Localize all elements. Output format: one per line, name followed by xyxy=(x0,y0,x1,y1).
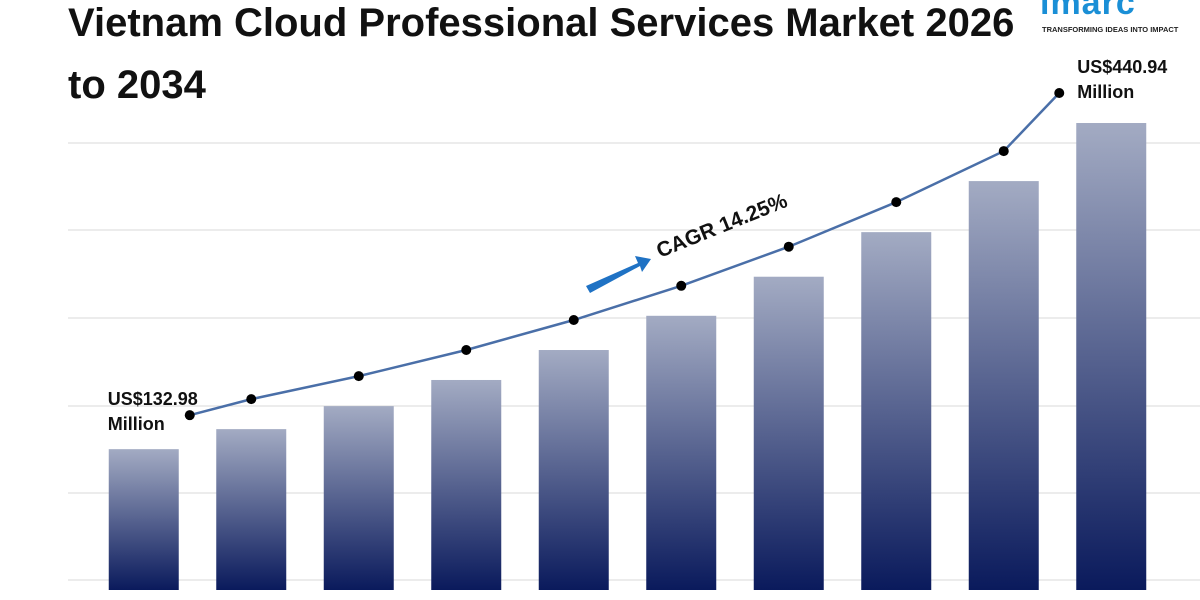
bar xyxy=(646,315,717,590)
bar xyxy=(538,350,609,590)
value-label: US$132.98 Million xyxy=(107,389,198,435)
trend-point xyxy=(1054,88,1065,98)
value-label: US$440.94 Million xyxy=(1077,57,1168,102)
logo-tagline: TRANSFORMING IDEAS INTO IMPACT xyxy=(1042,25,1179,34)
bar xyxy=(108,449,179,590)
trend-point xyxy=(568,315,579,326)
bar xyxy=(1076,123,1147,590)
cagr-arrow xyxy=(586,256,651,293)
trend-line xyxy=(189,92,1061,417)
trend-point xyxy=(783,241,794,252)
trend-point xyxy=(184,410,195,421)
logo: imarc xyxy=(1040,0,1136,22)
bar xyxy=(753,276,824,590)
bar xyxy=(431,379,502,590)
trend-point xyxy=(998,146,1009,157)
bar xyxy=(216,429,287,590)
trend-point xyxy=(461,344,472,355)
bar xyxy=(968,181,1039,590)
trend-point xyxy=(353,371,364,382)
trend-point xyxy=(246,394,257,405)
bar xyxy=(861,232,932,590)
bar xyxy=(323,406,394,590)
cagr-annotation: CAGR 14.25% xyxy=(653,189,791,262)
trend-point xyxy=(676,280,687,291)
trend-point xyxy=(891,197,902,208)
chart-title: Vietnam Cloud Professional Services Mark… xyxy=(68,1,1015,107)
